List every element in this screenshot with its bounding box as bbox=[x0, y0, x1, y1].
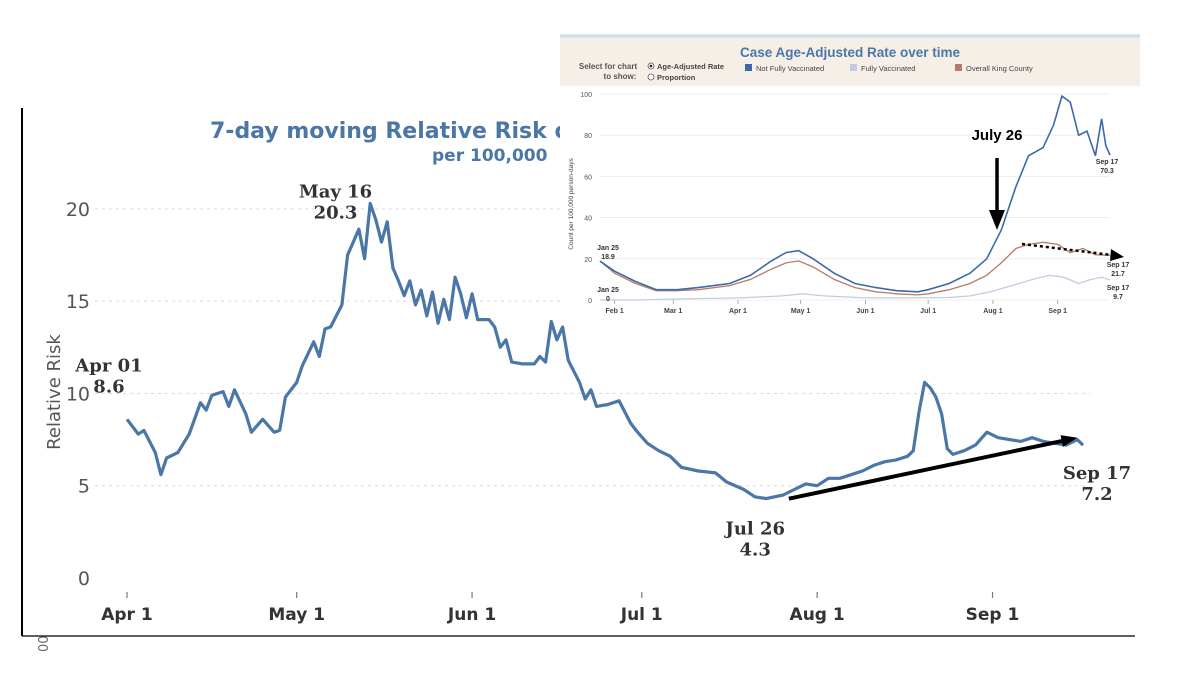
main-annotation-date: Sep 17 bbox=[1063, 463, 1131, 484]
inset-series-line bbox=[599, 94, 1111, 293]
inset-x-tick-label: Jun 1 bbox=[856, 308, 874, 315]
inset-selector-prompt: Select for chart bbox=[579, 62, 638, 71]
inset-grid bbox=[600, 93, 1110, 301]
relative-risk-series-line bbox=[125, 201, 1085, 501]
inset-annotation-value: 21.7 bbox=[1111, 271, 1125, 278]
legend-label: Fully Vaccinated bbox=[861, 64, 915, 73]
callout-arrow-head bbox=[989, 210, 1005, 230]
main-y-tick-label: 0 bbox=[78, 568, 90, 590]
inset-header-bg bbox=[560, 34, 1140, 86]
inset-y-tick-label: 100 bbox=[580, 92, 592, 99]
inset-annotation-value: 9.7 bbox=[1113, 294, 1123, 301]
main-x-tick-label: Apr 1 bbox=[101, 605, 152, 625]
inset-x-tick-label: Jul 1 bbox=[920, 308, 936, 315]
inset-series-line bbox=[600, 274, 1111, 301]
inset-x-tick-label: Sep 1 bbox=[1048, 308, 1067, 315]
inset-y-axis-label: Count per 100,000 person-days bbox=[568, 158, 575, 250]
main-annotation-value: 4.3 bbox=[740, 540, 771, 561]
legend-swatch bbox=[955, 64, 962, 71]
main-x-tick-label: Jun 1 bbox=[447, 605, 496, 625]
main-annotation-value: 7.2 bbox=[1081, 484, 1112, 505]
inset-annotation-date: Sep 17 bbox=[1096, 159, 1119, 166]
main-chart-title: 7-day moving Relative Risk of bbox=[210, 119, 580, 144]
radio-age-adjusted-dot bbox=[649, 64, 653, 68]
inset-x-tick-label: Apr 1 bbox=[729, 308, 747, 315]
radio-proportion-label: Proportion bbox=[657, 73, 696, 82]
main-annotation-date: Jul 26 bbox=[723, 519, 785, 540]
main-x-tick-label: Jul 1 bbox=[620, 605, 663, 625]
main-y-tick-label: 5 bbox=[78, 476, 90, 498]
main-chart-subtitle: per 100,000 bbox=[432, 146, 548, 166]
main-annotation-date: Apr 01 bbox=[74, 355, 142, 376]
inset-title: Case Age-Adjusted Rate over time bbox=[740, 45, 961, 60]
inset-y-tick-label: 20 bbox=[584, 257, 592, 264]
inset-y-tick-label: 0 bbox=[588, 298, 592, 305]
inset-series-line bbox=[599, 241, 1111, 296]
trend-arrow bbox=[788, 435, 1078, 501]
inset-annotation-date: Sep 17 bbox=[1107, 262, 1130, 269]
inset-arrows bbox=[989, 158, 1124, 261]
legend-swatch bbox=[850, 64, 857, 71]
main-y-axis: 0 5 10 15 20 bbox=[66, 199, 90, 590]
inset-x-tick-label: Mar 1 bbox=[664, 308, 682, 315]
radio-age-adjusted-label: Age-Adjusted Rate bbox=[657, 62, 724, 71]
inset-series bbox=[599, 94, 1111, 301]
inset-annotation-value: 0 bbox=[606, 296, 610, 303]
inset-y-tick-label: 40 bbox=[584, 216, 592, 223]
main-y-tick-label: 15 bbox=[66, 291, 90, 313]
inset-x-tick-label: Aug 1 bbox=[983, 308, 1003, 315]
legend-label: Overall King County bbox=[966, 64, 1033, 73]
main-annotation-value: 20.3 bbox=[314, 202, 358, 223]
dotted-trend-arrow-head bbox=[1110, 249, 1124, 261]
inset-legend: Not Fully Vaccinated Fully Vaccinated Over… bbox=[745, 64, 1033, 73]
case-rate-inset-chart: Case Age-Adjusted Rate over time Select … bbox=[560, 34, 1140, 324]
inset-x-tick-label: Feb 1 bbox=[605, 308, 623, 315]
trend-arrow-shaft bbox=[788, 439, 1063, 501]
inset-annotation-value: 70.3 bbox=[1100, 168, 1114, 175]
main-x-tick-label: Sep 1 bbox=[966, 605, 1020, 625]
main-y-tick-label: 20 bbox=[66, 199, 90, 221]
trend-arrow-head bbox=[1060, 435, 1078, 447]
inset-y-tick-label: 60 bbox=[584, 174, 592, 181]
main-y-tick-label: 10 bbox=[66, 383, 90, 405]
inset-annotation-value: 18.9 bbox=[601, 254, 615, 261]
main-annotation-date: May 16 bbox=[299, 181, 372, 202]
inset-annotation-date: Jan 25 bbox=[597, 287, 619, 294]
inset-selector-prompt-2: to show: bbox=[604, 72, 637, 81]
legend-swatch bbox=[745, 64, 752, 71]
stray-axis-text: 00 bbox=[37, 635, 52, 652]
main-y-axis-label: Relative Risk bbox=[44, 334, 65, 450]
inset-x-axis: Feb 1 Mar 1 Apr 1 May 1 Jun 1 Jul 1 Aug 1 Sep 1 bbox=[605, 300, 1067, 315]
inset-x-tick-label: May 1 bbox=[791, 308, 811, 315]
inset-annotation-date: Jan 25 bbox=[597, 245, 619, 252]
radio-proportion[interactable] bbox=[647, 73, 655, 81]
inset-annotations: Jan 25 18.9 Jan 25 0 Sep 17 70.3 Sep 17 21.7 Sep… bbox=[597, 159, 1129, 303]
inset-y-axis: 0 20 40 60 80 100 bbox=[580, 92, 592, 305]
main-x-tick-label: Aug 1 bbox=[790, 605, 845, 625]
inset-y-tick-label: 80 bbox=[584, 133, 592, 140]
inset-callout-label: July 26 bbox=[972, 127, 1023, 144]
dotted-trend-arrow-shaft bbox=[1021, 242, 1113, 257]
legend-label: Not Fully Vaccinated bbox=[756, 64, 824, 73]
inset-annotation-date: Sep 17 bbox=[1107, 285, 1130, 292]
main-x-axis: Apr 1 May 1 Jun 1 Jul 1 Aug 1 Sep 1 bbox=[101, 592, 1019, 625]
main-annotation-value: 8.6 bbox=[93, 376, 124, 397]
main-x-tick-label: May 1 bbox=[268, 605, 325, 625]
